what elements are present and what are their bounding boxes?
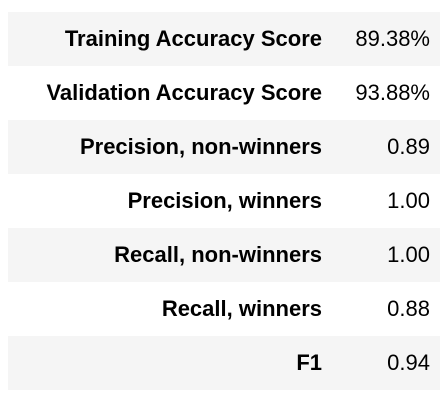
table-row: Recall, non-winners 1.00: [8, 228, 440, 282]
table-row: Training Accuracy Score 89.38%: [8, 12, 440, 66]
metric-label: Validation Accuracy Score: [46, 80, 322, 105]
table-row: Validation Accuracy Score 93.88%: [8, 66, 440, 120]
metric-value: 93.88%: [355, 80, 430, 105]
metric-value: 0.88: [387, 296, 430, 321]
metric-value: 1.00: [387, 242, 430, 267]
metric-value: 89.38%: [355, 26, 430, 51]
metric-value: 1.00: [387, 188, 430, 213]
metric-label: Recall, winners: [161, 296, 322, 321]
metric-label: Recall, non-winners: [114, 242, 322, 267]
metrics-table: Training Accuracy Score 89.38% Validatio…: [8, 12, 440, 390]
metric-label: F1: [296, 350, 322, 375]
metric-value: 0.89: [387, 134, 430, 159]
metric-label: Precision, winners: [127, 188, 322, 213]
table-row: Precision, non-winners 0.89: [8, 120, 440, 174]
table-row: F1 0.94: [8, 336, 440, 390]
metric-value: 0.94: [387, 350, 430, 375]
metrics-table-body: Training Accuracy Score 89.38% Validatio…: [8, 12, 440, 390]
metric-label: Precision, non-winners: [79, 134, 322, 159]
table-row: Precision, winners 1.00: [8, 174, 440, 228]
metric-label: Training Accuracy Score: [64, 26, 322, 51]
table-row: Recall, winners 0.88: [8, 282, 440, 336]
